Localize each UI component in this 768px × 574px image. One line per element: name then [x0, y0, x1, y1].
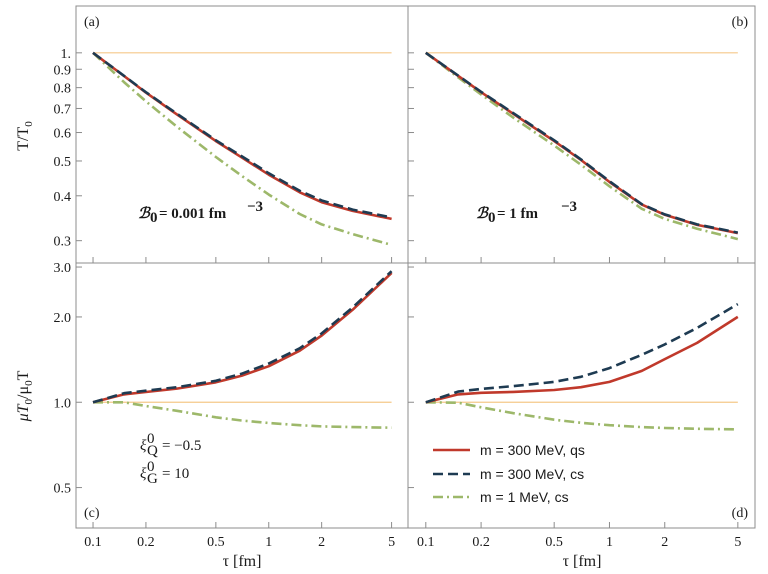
annotation-b-sub: 0	[488, 210, 496, 226]
y-tick-label-r0-6: 0.9	[54, 63, 72, 78]
curve-c-light	[93, 400, 392, 429]
y-tick-label-r0-5: 0.8	[54, 82, 72, 97]
x-tick-label-c1-4: 2	[661, 535, 668, 550]
xi-g-value: = 10	[162, 466, 189, 482]
x-tick-label-c1-5: 5	[734, 535, 741, 550]
ticks-layer: 0.3 0.4 0.5 0.6 0.7 0.8 0.91. 0.5 1.0 2.0 3.0 0.1 0.…	[54, 47, 742, 550]
curve-c-qs	[92, 271, 393, 404]
x-tick-label-c0-2: 0.5	[207, 535, 225, 550]
y-tick-label-r1-2: 2.0	[54, 311, 72, 326]
y-tick-label-r0-0: 0.3	[54, 235, 72, 250]
panel-tag-c: (c)	[84, 506, 100, 521]
x-tick-label-c1-2: 0.5	[545, 535, 563, 550]
y-tick-label-r1-3: 3.0	[54, 261, 72, 276]
curve-b-cs	[425, 51, 739, 234]
y-axis-title-top: T/T0	[15, 121, 35, 151]
xi-q-symbol: ξ	[140, 438, 147, 454]
x-tick-label-c1-0: 0.1	[417, 535, 435, 550]
y-tick-label-r1-1: 1.0	[54, 396, 72, 411]
legend: m = 300 MeV, qs m = 300 MeV, cs m = 1 Me…	[433, 442, 585, 505]
annotation-a-exp: −3	[247, 199, 263, 215]
annotation-a-symbol: ℬ	[138, 205, 152, 222]
y-tick-label-r0-4: 0.7	[54, 102, 72, 117]
curve-a-light	[92, 51, 392, 247]
y-axis-title-bottom: μT0/μ0T	[15, 370, 35, 422]
curve-a-qs	[92, 51, 392, 221]
panel-tag-d: (d)	[732, 506, 749, 521]
x-tick-label-c0-5: 5	[388, 535, 395, 550]
legend-label-qs: m = 300 MeV, qs	[480, 442, 585, 458]
x-tick-label-c1-3: 1	[606, 535, 613, 550]
xi-q-sup: 0	[147, 431, 155, 447]
y-tick-label-r0-3: 0.6	[54, 127, 72, 142]
curve-b-qs	[425, 51, 739, 235]
y-tick-label-r0-7: 1.	[61, 47, 72, 62]
annotation-a-sub: 0	[150, 210, 158, 226]
annotation-b: ℬ 0 = 1 fm −3	[476, 199, 577, 226]
annotation-c: ξ 0 Q = −0.5 ξ 0 G = 10	[140, 431, 201, 487]
xi-g-sup: 0	[147, 459, 155, 475]
curve-d-cs	[425, 302, 739, 404]
curve-b-light	[425, 51, 739, 241]
panel-tag-b: (b)	[732, 15, 749, 30]
annotation-a-text: = 0.001 fm	[159, 206, 227, 222]
curve-c-cs	[92, 270, 393, 404]
xi-g-symbol: ξ	[140, 466, 147, 482]
annotation-b-exp: −3	[561, 199, 577, 215]
x-tick-label-c1-1: 0.2	[472, 535, 490, 550]
y-axis-title-top-text: T/T0	[15, 121, 35, 151]
x-tick-label-c0-0: 0.1	[84, 535, 102, 550]
curves-layer	[92, 51, 739, 431]
x-axis-title-right: τ [fm]	[563, 553, 602, 570]
x-tick-label-c0-4: 2	[318, 535, 325, 550]
panel-d-frame	[407, 262, 756, 529]
annotation-b-symbol: ℬ	[476, 205, 490, 222]
annotation-a: ℬ 0 = 0.001 fm −3	[138, 199, 263, 226]
panel-b-frame	[407, 5, 756, 264]
xi-q-sub: Q	[147, 443, 158, 459]
y-axis-title-bottom-text: μT0/μ0T	[15, 370, 35, 422]
annotation-b-text: = 1 fm	[497, 206, 539, 222]
legend-label-cs: m = 300 MeV, cs	[480, 466, 584, 482]
curve-d-light	[425, 401, 738, 431]
y-tick-label-r0-2: 0.5	[54, 155, 72, 170]
x-tick-label-c0-1: 0.2	[137, 535, 155, 550]
legend-label-light: m = 1 MeV, cs	[480, 489, 569, 505]
y-tick-label-r1-0: 0.5	[54, 482, 72, 497]
x-axis-title-left: τ [fm]	[223, 553, 262, 570]
curve-d-qs	[425, 315, 739, 404]
xi-g-sub: G	[147, 471, 158, 487]
xi-q-value: = −0.5	[162, 438, 201, 454]
curve-a-cs	[92, 51, 392, 219]
x-tick-label-c0-3: 1	[265, 535, 272, 550]
y-tick-label-r0-1: 0.4	[54, 190, 72, 205]
panel-tag-a: (a)	[84, 15, 100, 30]
panel-a-frame	[75, 5, 409, 264]
